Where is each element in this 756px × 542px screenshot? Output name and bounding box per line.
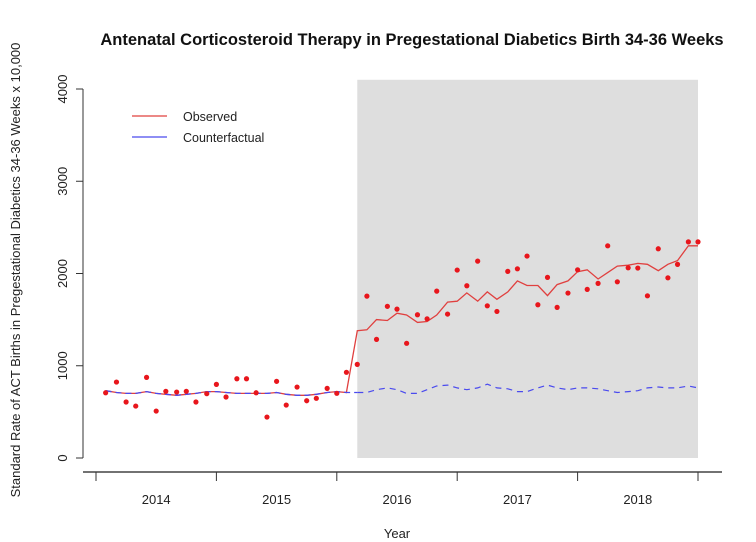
data-point: [475, 258, 481, 264]
data-point: [605, 243, 611, 249]
counterfactual-series: [105, 383, 699, 396]
data-point: [424, 316, 430, 322]
data-point: [655, 246, 661, 252]
data-point: [354, 361, 360, 367]
data-point: [535, 302, 541, 308]
intervention-period-shading: [357, 79, 698, 459]
data-point: [123, 399, 129, 405]
data-point: [554, 304, 560, 310]
data-point: [665, 275, 671, 281]
data-point: [394, 306, 400, 312]
data-point: [625, 265, 631, 271]
data-point: [204, 391, 210, 397]
x-tick-label: 2017: [503, 492, 532, 507]
data-point: [635, 265, 641, 271]
data-point: [183, 388, 189, 394]
data-point: [223, 394, 229, 400]
y-tick-label: 3000: [55, 167, 70, 196]
legend-observed-label: Observed: [183, 110, 237, 124]
x-tick-label: 2016: [383, 492, 412, 507]
data-point: [153, 408, 159, 414]
legend-counterfactual-label: Counterfactual: [183, 131, 264, 145]
data-point: [264, 414, 270, 420]
data-point: [294, 384, 300, 390]
data-point: [163, 388, 169, 394]
data-point: [595, 280, 601, 286]
data-point: [304, 398, 310, 404]
data-point: [384, 303, 390, 309]
data-point: [444, 311, 451, 317]
x-axis-label: Year: [384, 526, 411, 541]
data-point: [494, 308, 500, 315]
data-point: [685, 239, 691, 245]
data-point: [614, 279, 620, 285]
y-tick-label: 4000: [55, 75, 70, 104]
data-point: [193, 399, 199, 405]
data-point: [505, 268, 511, 274]
data-point: [464, 283, 470, 289]
data-point: [283, 402, 289, 408]
data-point: [644, 293, 651, 299]
chart-title: Antenatal Corticosteroid Therapy in Preg…: [100, 31, 723, 49]
data-point: [234, 376, 240, 382]
y-tick-label: 2000: [55, 259, 70, 288]
y-axis-label: Standard Rate of ACT Births in Pregestat…: [8, 43, 23, 498]
data-point: [334, 390, 340, 396]
data-point: [343, 369, 350, 375]
data-point: [565, 290, 571, 296]
data-point: [313, 395, 319, 401]
data-point: [414, 312, 421, 318]
data-point: [454, 267, 460, 273]
data-point: [584, 286, 590, 292]
data-point: [364, 293, 370, 299]
x-tick-label: 2015: [262, 492, 291, 507]
data-point: [373, 336, 380, 342]
data-point: [113, 379, 120, 385]
y-tick-label: 1000: [55, 351, 70, 380]
x-tick-label: 2014: [142, 492, 171, 507]
counterfactual-line-pre: [105, 390, 358, 396]
data-point: [324, 385, 330, 391]
data-point: [253, 390, 259, 396]
data-point: [544, 274, 551, 280]
y-tick-label: 0: [55, 454, 70, 461]
data-point: [434, 288, 440, 294]
data-point: [213, 381, 219, 387]
data-point: [484, 303, 490, 309]
x-tick-label: 2018: [623, 492, 652, 507]
data-point: [174, 389, 180, 395]
data-point: [103, 390, 109, 396]
data-point: [524, 253, 530, 259]
data-point: [514, 266, 521, 272]
data-point: [133, 403, 139, 409]
data-point: [243, 376, 250, 382]
data-point: [274, 378, 280, 384]
data-point: [695, 239, 701, 245]
data-point: [575, 267, 581, 273]
data-point: [143, 374, 150, 380]
legend: Observed Counterfactual: [132, 110, 264, 145]
data-point: [674, 261, 681, 267]
counterfactual-line-post: [357, 383, 699, 394]
data-point: [404, 340, 410, 346]
observed-points: [103, 239, 701, 420]
